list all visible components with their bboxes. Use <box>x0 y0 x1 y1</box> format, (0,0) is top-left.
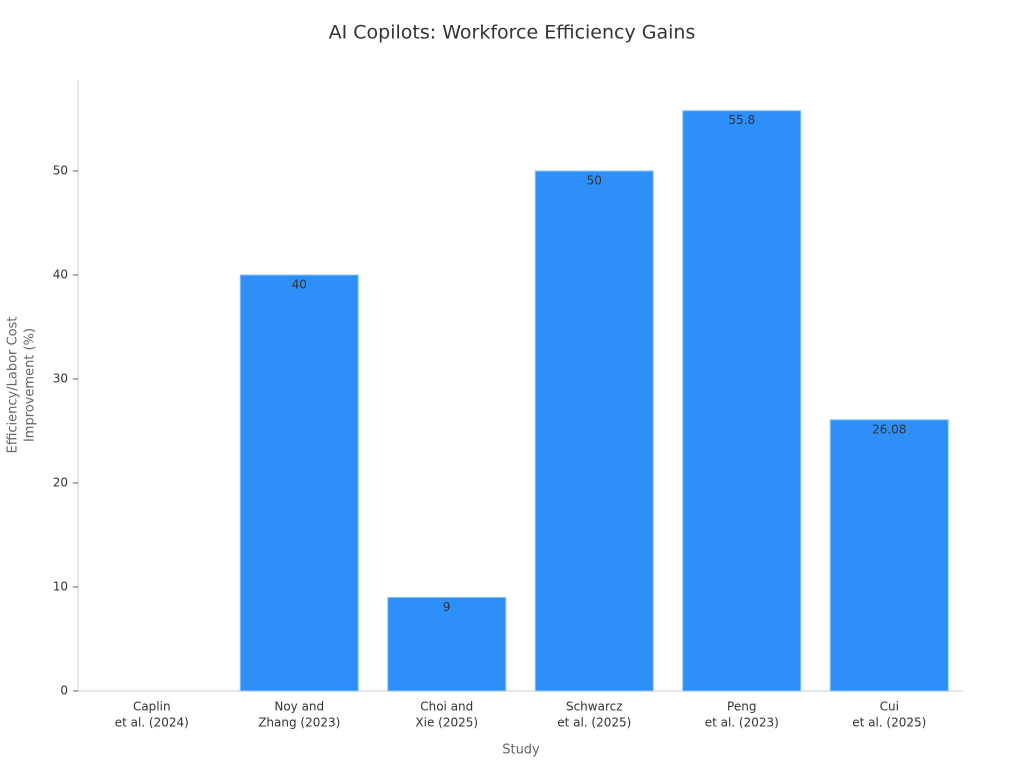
y-axis-label: Efficiency/Labor Cost Improvement (%) <box>6 317 38 454</box>
y-tick-label: 0 <box>60 684 68 698</box>
x-axis-label: Study <box>502 743 540 758</box>
x-tick-label: Xie (2025) <box>415 716 478 730</box>
value-label: 55.8 <box>728 113 755 127</box>
y-tick-label: 30 <box>53 372 68 386</box>
bar <box>682 110 802 692</box>
x-tick-label: et al. (2025) <box>852 716 926 730</box>
x-tick-label: et al. (2025) <box>557 716 631 730</box>
y-tick-label: 40 <box>53 268 68 282</box>
bar <box>239 274 359 692</box>
x-tick-label: Caplin <box>133 700 171 714</box>
x-tick-label: Peng <box>727 700 756 714</box>
bar <box>829 419 949 692</box>
x-tick-label: et al. (2023) <box>705 716 779 730</box>
value-label: 26.08 <box>872 422 906 436</box>
value-label: 40 <box>292 278 307 292</box>
value-label: 50 <box>587 174 602 188</box>
y-axis-label-line: Improvement (%) <box>23 328 38 442</box>
y-tick-label: 20 <box>53 476 68 490</box>
x-tick-label: Cui <box>880 700 899 714</box>
x-tick-label: Zhang (2023) <box>258 716 340 730</box>
x-tick-label: et al. (2024) <box>115 716 189 730</box>
value-label: 9 <box>443 600 451 614</box>
bar <box>534 170 654 692</box>
x-tick-label: Noy and <box>274 700 324 714</box>
bar <box>387 596 507 692</box>
y-axis-label-line: Efficiency/Labor Cost <box>6 317 21 454</box>
x-tick-label: Choi and <box>420 700 473 714</box>
y-tick-label: 50 <box>53 164 68 178</box>
y-tick-label: 10 <box>53 580 68 594</box>
chart-title: AI Copilots: Workforce Efficiency Gains <box>329 22 696 44</box>
x-tick-label: Schwarcz <box>566 700 623 714</box>
